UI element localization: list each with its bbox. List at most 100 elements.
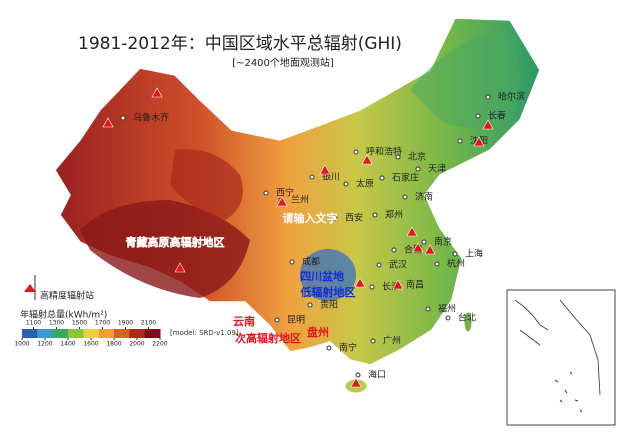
colorbar-swatch [52, 329, 69, 338]
colorbar-swatch [129, 329, 146, 338]
city-label: 杭州 [447, 258, 465, 270]
tick-label: 1400 [60, 341, 75, 348]
colorbar-swatch [83, 329, 100, 338]
city-label: 郑州 [385, 209, 403, 221]
city-label: 南宁 [339, 342, 357, 354]
tick-label: 2100 [141, 320, 156, 327]
inset-box [506, 289, 616, 426]
tick-label: 1900 [118, 320, 133, 327]
station [482, 119, 494, 130]
city-label: 天津 [428, 164, 446, 175]
city-dot [307, 302, 313, 308]
station [102, 117, 114, 128]
annotation: 四川盆地 [300, 269, 344, 283]
title: 1981-2012年：中国区域水平总辐射(GHI) [78, 34, 402, 54]
city-label: 成都 [302, 256, 320, 268]
city-label: 兰州 [291, 194, 309, 206]
city-dot [475, 113, 481, 119]
city-label: 长春 [488, 110, 506, 122]
station-layer [102, 87, 494, 388]
city-label: 西宁 [276, 187, 294, 199]
basin-region [300, 249, 356, 301]
annotations: 青藏高原高辐射地区 请输入文字 四川盆地 低辐射地区 云南 次高辐射地区 盘州 [125, 211, 356, 345]
tick-label: 1000 [14, 341, 29, 348]
city-dot [391, 247, 397, 253]
station [319, 164, 331, 175]
station [424, 244, 436, 255]
city-dot [421, 239, 427, 245]
station [361, 154, 373, 165]
city-label: 昆明 [287, 315, 305, 326]
model-label: [model: SRD-v1.09] [170, 329, 239, 337]
tick-label: 1700 [95, 320, 110, 327]
city-dot [415, 166, 421, 172]
tick-label: 1600 [83, 341, 98, 348]
tick-label: 1200 [37, 341, 52, 348]
city-label: 乌鲁木齐 [133, 112, 169, 124]
city-dot [332, 215, 338, 221]
city-label: 广州 [383, 335, 401, 347]
city-dot [376, 262, 382, 268]
city-layer: 乌鲁木齐哈尔滨长春沈阳呼和浩特北京天津银川太原石家庄济南西宁兰州郑州西安合肥南京… [120, 91, 525, 381]
legend: 高精度辐射站 年辐射总量(kWh/m²) 1100 1300 1500 1700 190… [14, 275, 239, 348]
station [354, 277, 366, 288]
station [406, 226, 418, 237]
tick-label: 1800 [106, 341, 121, 348]
colorbar-swatch [98, 329, 115, 338]
station-symbol [24, 284, 36, 292]
colorbar-title: 年辐射总量(kWh/m²) [20, 309, 107, 321]
colorbar-swatch [68, 329, 84, 338]
colorbar-swatch [37, 329, 54, 338]
taiwan [463, 311, 473, 333]
tick-label: 1100 [26, 320, 41, 327]
city-dot [369, 284, 375, 290]
city-dot [457, 138, 463, 144]
city-dot [120, 115, 126, 121]
plateau-region [80, 200, 250, 298]
tick-label: 1500 [72, 320, 87, 327]
annotation: 盘州 [307, 325, 329, 339]
tick-label: 2200 [152, 341, 167, 348]
city-dot [452, 251, 458, 257]
annotation: 云南 [233, 314, 255, 328]
city-label: 济南 [415, 191, 433, 203]
city-label: 海口 [368, 369, 386, 381]
tick-label: 2000 [129, 341, 144, 348]
city-label: 石家庄 [392, 172, 419, 184]
city-label: 哈尔滨 [498, 91, 525, 103]
city-label: 福州 [438, 303, 456, 315]
colorbar-swatch [22, 329, 38, 338]
city-dot [395, 154, 401, 160]
city-dot [425, 306, 431, 312]
station [151, 87, 163, 98]
city-label: 北京 [408, 151, 426, 163]
city-label: 太原 [356, 178, 374, 190]
city-dot [370, 338, 376, 344]
station [412, 242, 424, 253]
city-label: 贵阳 [320, 299, 338, 311]
high-region [170, 149, 243, 220]
annotation: 青藏高原高辐射地区 [126, 235, 225, 249]
colorbar-swatch [144, 329, 161, 338]
city-label: 西安 [345, 212, 363, 224]
city-label: 呼和浩特 [366, 146, 402, 158]
northeast-region [410, 30, 520, 128]
station [174, 262, 186, 273]
city-label: 南京 [434, 236, 452, 248]
station [276, 196, 288, 207]
annotation: 次高辐射地区 [235, 331, 301, 345]
city-label: 武汉 [389, 259, 407, 271]
city-dot [289, 259, 295, 265]
inset-coast [514, 299, 601, 396]
subtitle: [~2400个地面观测站] [232, 56, 334, 69]
city-dot [372, 212, 378, 218]
city-dot [263, 190, 269, 196]
colorbar-swatch [114, 329, 130, 338]
city-label: 台北 [458, 312, 476, 324]
islands [554, 371, 583, 413]
city-dot [326, 345, 332, 351]
blank-box [5, 348, 250, 400]
annotation: 低辐射地区 [300, 285, 356, 299]
station [350, 377, 362, 388]
